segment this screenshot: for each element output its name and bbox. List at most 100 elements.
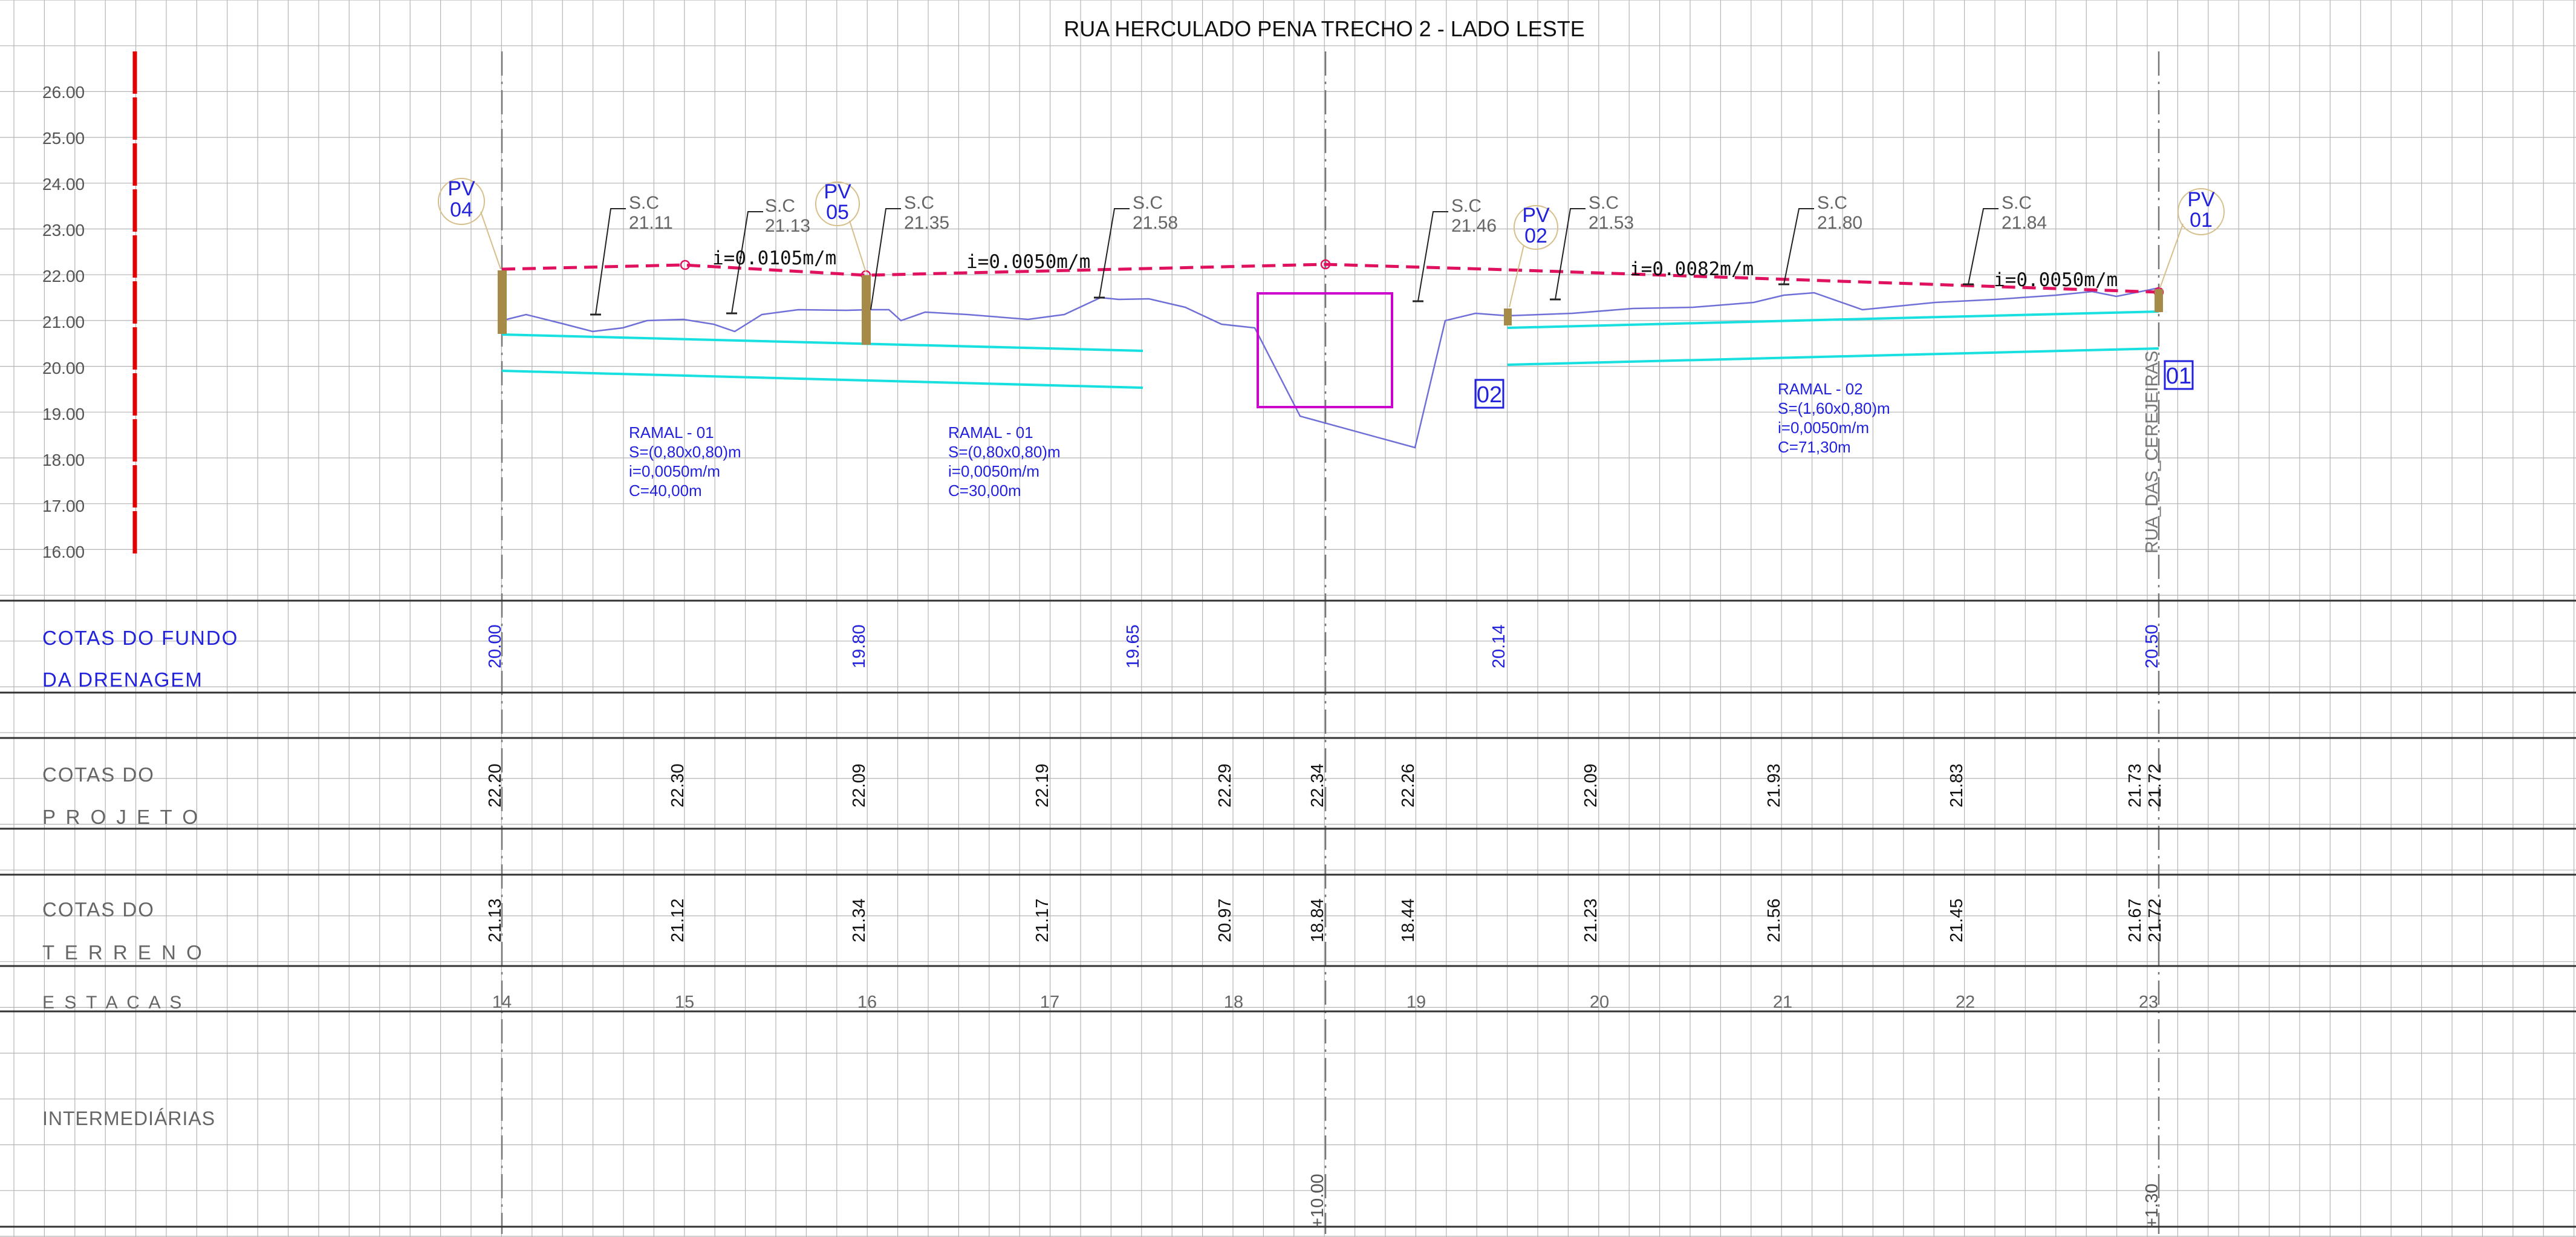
sc-callout: S.C 21.80 [1778, 193, 1862, 286]
estacas-values: 14 15 16 17 18 19 20 21 22 23 [492, 993, 2158, 1012]
sc-value: 21.84 [2002, 213, 2047, 233]
projeto-values: 22.20 22.30 22.09 22.19 22.29 22.34 22.2… [486, 763, 2165, 808]
pv-marker-04: PV 04 [438, 177, 501, 270]
station-axes [501, 51, 2160, 1234]
sc-title: S.C [904, 193, 934, 213]
terreno-value: 21.13 [486, 898, 505, 942]
y-label: 26.00 [42, 83, 85, 102]
conduit-top-segment-2 [1507, 310, 2159, 329]
pv-post [498, 270, 507, 334]
estaca-value: 22 [1956, 993, 1975, 1012]
terreno-value: 21.12 [668, 898, 688, 942]
pv-marker-02: PV 02 [1509, 204, 1558, 308]
pv-post [2155, 289, 2163, 312]
projeto-label-line2: P R O J E T O [42, 806, 200, 828]
box-tags: 02 01 [1474, 360, 2194, 409]
y-label: 25.00 [42, 129, 85, 148]
conduit-lines [501, 310, 2159, 389]
y-label: 17.00 [42, 497, 85, 515]
fundo-value: 20.00 [486, 624, 505, 668]
terreno-label-line2: T E R R E N O [42, 941, 204, 964]
projeto-value: 21.93 [1764, 763, 1784, 808]
sc-value: 21.13 [765, 216, 810, 236]
fundo-value: 19.65 [1124, 624, 1143, 668]
pv-labels: PV 04 PV 05 PV 02 PV 01 [438, 177, 2225, 308]
box-tag: 02 [1477, 382, 1502, 408]
ramal-line: RAMAL - 01 [629, 423, 714, 442]
fundo-values: 20.00 19.80 19.65 20.14 20.50 [486, 624, 2162, 668]
estaca-value: 17 [1040, 993, 1059, 1012]
ramal-notes: RAMAL - 01 S=(0,80x0,80)m i=0,0050m/m C=… [629, 380, 1890, 500]
terreno-value: 20.97 [1215, 898, 1235, 942]
sc-title: S.C [2002, 193, 2032, 213]
sc-title: S.C [1817, 193, 1847, 213]
y-label: 24.00 [42, 175, 85, 194]
pv-posts [498, 270, 2163, 345]
sc-callout: S.C 21.11 [590, 193, 673, 316]
ramal-line: S=(0,80x0,80)m [948, 443, 1061, 461]
projeto-value: 21.83 [1947, 763, 1966, 808]
y-label: 16.00 [42, 543, 85, 561]
sc-callout: S.C 21.84 [1963, 193, 2047, 286]
sc-title: S.C [1451, 196, 1482, 216]
slope-label: i=0.0105m/m [712, 247, 836, 269]
pv-label-top: PV [447, 177, 475, 200]
terreno-value: 18.44 [1399, 898, 1418, 942]
projeto-value: 22.09 [850, 763, 869, 808]
terreno-value: 21.34 [850, 898, 869, 942]
slope-labels: i=0.0105m/m i=0.0050m/m i=0.0082m/m i=0.… [712, 247, 2118, 291]
terreno-value: 21.17 [1033, 898, 1052, 942]
band-lines [0, 599, 2576, 1228]
projeto-value: 22.29 [1215, 763, 1235, 808]
intermediarias-values: +10.00 +1.30 [1308, 1173, 2162, 1228]
culvert-box [1257, 292, 1393, 408]
ramal-line: S=(0,80x0,80)m [629, 443, 741, 461]
sc-value: 21.11 [629, 213, 673, 233]
conduit-bottom-segment-1 [501, 370, 1143, 389]
pv-label-number: 05 [826, 201, 849, 224]
design-grade-line [501, 263, 2159, 294]
estacas-label: E S T A C A S [42, 993, 184, 1013]
y-label: 19.00 [42, 405, 85, 423]
slope-label: i=0.0050m/m [966, 251, 1090, 273]
ramal-line: RAMAL - 02 [1778, 380, 1863, 398]
intermediaria-value: +10.00 [1308, 1173, 1327, 1228]
terreno-value: 21.72 [2145, 898, 2165, 942]
projeto-value: 22.19 [1033, 763, 1052, 808]
conduit-bottom-segment-2 [1507, 347, 2159, 366]
intermediaria-value: +1.30 [2142, 1184, 2162, 1228]
estaca-value: 20 [1590, 993, 1609, 1012]
sc-title: S.C [1589, 193, 1619, 213]
estaca-value: 21 [1773, 993, 1792, 1012]
band-labels: COTAS DO FUNDO DA DRENAGEM COTAS DO P R … [42, 627, 237, 1129]
terreno-values: 21.13 21.12 21.34 21.17 20.97 18.84 18.4… [486, 898, 2165, 942]
sc-callout: S.C 21.53 [1550, 193, 1634, 301]
projeto-value: 21.72 [2145, 763, 2165, 808]
sc-value: 21.46 [1451, 216, 1497, 236]
ramal-line: C=71,30m [1778, 438, 1851, 456]
projeto-label-line1: COTAS DO [42, 763, 155, 786]
sc-value: 21.35 [904, 213, 949, 233]
terreno-value: 21.45 [1947, 898, 1966, 942]
ramal-line: C=30,00m [948, 481, 1021, 500]
sc-callout: S.C 21.58 [1094, 193, 1178, 299]
sc-title: S.C [1133, 193, 1163, 213]
ramal-line: i=0,0050m/m [1778, 419, 1869, 437]
terreno-value: 21.23 [1581, 898, 1601, 942]
estaca-value: 14 [492, 993, 512, 1012]
ramal-line: i=0,0050m/m [948, 462, 1039, 480]
fundo-value: 19.80 [850, 624, 869, 668]
projeto-value: 21.73 [2126, 763, 2145, 808]
pv-marker-01: PV 01 [2159, 188, 2225, 289]
terrain-line [501, 287, 2159, 449]
sc-title: S.C [629, 193, 659, 213]
ramal-line: C=40,00m [629, 481, 702, 500]
box-tag: 01 [2166, 364, 2191, 389]
estaca-value: 18 [1224, 993, 1243, 1012]
projeto-value: 22.20 [486, 763, 505, 808]
sc-value: 21.58 [1133, 213, 1178, 233]
ramal-line: S=(1,60x0,80)m [1778, 399, 1890, 417]
conduit-top-segment-1 [501, 333, 1143, 352]
sc-title: S.C [765, 196, 795, 216]
